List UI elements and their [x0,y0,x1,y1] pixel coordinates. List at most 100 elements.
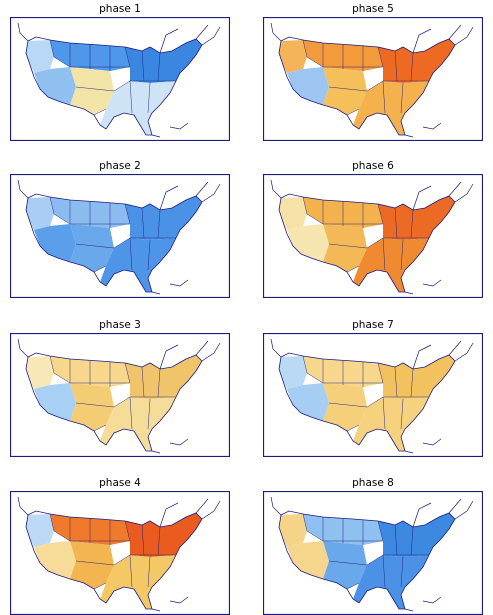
region-southeast [353,397,429,451]
map-svg [10,333,230,457]
state-border [124,203,131,225]
neighbor-coastline [404,291,414,295]
state-border [377,362,384,384]
state-border [346,424,360,432]
neighbor-coastline [454,500,474,520]
state-border [377,203,384,225]
panel-title: phase 5 [352,3,394,15]
neighbor-coastline [270,496,282,516]
neighbor-coastline [270,22,282,42]
coastline [25,352,203,452]
state-border [366,554,384,566]
panel-title: phase 3 [99,319,141,331]
panel-title: phase 7 [352,319,394,331]
state-border [400,239,404,271]
state-border [49,513,55,532]
neighbor-coastline [169,438,189,446]
state-border [346,265,360,273]
neighbor-coastline [195,498,209,514]
us-map [10,491,230,615]
neighbor-coastline [454,342,474,362]
neighbor-coastline [201,183,221,203]
state-border [410,526,414,556]
state-border [141,524,145,556]
region-southeast [100,238,176,292]
region-west [287,541,329,579]
us-map [10,333,230,457]
neighbor-coastline [151,450,161,454]
region-pnw [279,197,307,230]
region-pnw [26,356,54,389]
state-border [141,207,145,239]
state-border [302,39,308,58]
neighbor-coastline [159,185,179,211]
neighbor-coastline [159,344,179,370]
state-border [328,86,368,92]
us-map [263,17,483,141]
state-border [53,372,71,384]
state-border [147,398,151,430]
coastline [278,193,456,293]
neighbor-coastline [159,502,179,528]
state-border [147,239,151,271]
panel-title: phase 8 [352,477,394,489]
state-border [377,520,384,542]
neighbor-coastline [448,181,462,197]
neighbor-coastline [201,342,221,362]
coastline [278,352,456,452]
state-border [93,265,107,273]
region-south [70,541,114,589]
state-border [157,526,161,556]
neighbor-coastline [454,183,474,203]
state-border [75,402,115,408]
map-svg [10,491,230,615]
neighbor-coastline [448,24,462,40]
neighbor-coastline [17,496,29,516]
neighbor-coastline [270,179,282,199]
state-border [366,80,384,92]
state-border [129,396,133,430]
state-border [328,243,368,249]
neighbor-coastline [404,450,414,454]
state-border [141,366,145,398]
state-border [124,46,131,68]
state-border [53,213,71,225]
state-border [394,366,398,398]
map-svg [263,333,483,457]
neighbor-coastline [195,340,209,356]
region-south [70,224,114,272]
anomaly-fill [279,196,455,292]
state-border [302,196,308,215]
neighbor-coastline [169,122,189,130]
neighbor-coastline [159,28,179,54]
state-border [113,237,131,249]
state-border [366,396,384,408]
map-svg [263,174,483,298]
neighbor-coastline [448,498,462,514]
state-border [306,372,324,384]
state-border [75,243,115,249]
region-west [34,541,76,579]
state-border [113,80,131,92]
panel-title: phase 4 [99,477,141,489]
state-border [157,209,161,239]
state-border [410,368,414,398]
coastline [25,193,203,293]
map-svg [263,17,483,141]
neighbor-coastline [195,24,209,40]
state-border [75,86,115,92]
state-border [75,560,115,566]
state-border [306,56,324,68]
region-west [287,67,329,105]
state-border [124,362,131,384]
region-west [287,383,329,421]
map-svg [263,491,483,615]
state-border [302,355,308,374]
region-west [287,224,329,262]
state-border [394,524,398,556]
region-south [323,67,367,115]
state-border [366,237,384,249]
state-border [306,213,324,225]
region-south [323,383,367,431]
state-border [113,396,131,408]
